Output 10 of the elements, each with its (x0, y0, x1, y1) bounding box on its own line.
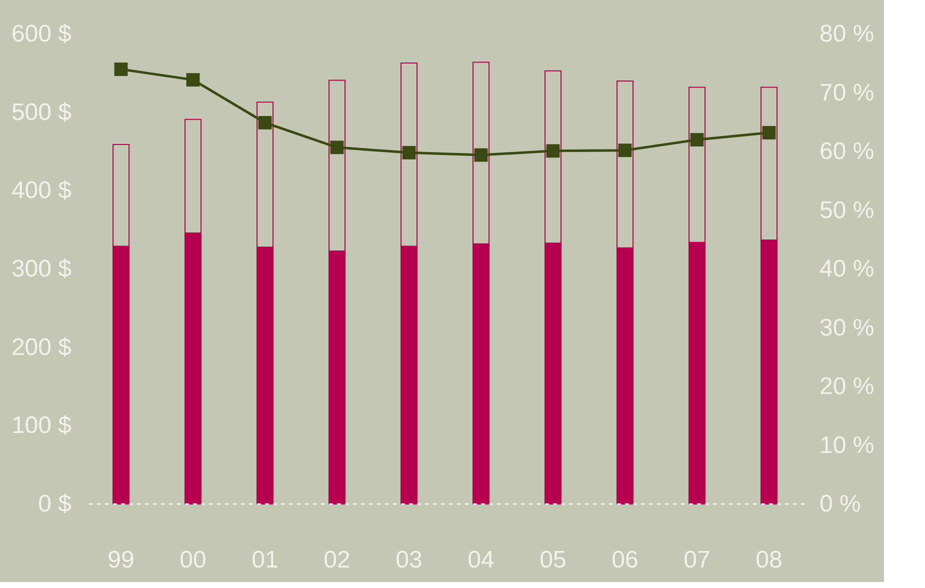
point (690, 133, 704, 146)
point (474, 148, 488, 162)
point (114, 62, 128, 76)
point (618, 144, 632, 158)
point (330, 140, 344, 154)
point (762, 126, 776, 140)
point (546, 144, 560, 158)
point (402, 146, 416, 160)
point (258, 116, 272, 130)
point (186, 73, 200, 87)
